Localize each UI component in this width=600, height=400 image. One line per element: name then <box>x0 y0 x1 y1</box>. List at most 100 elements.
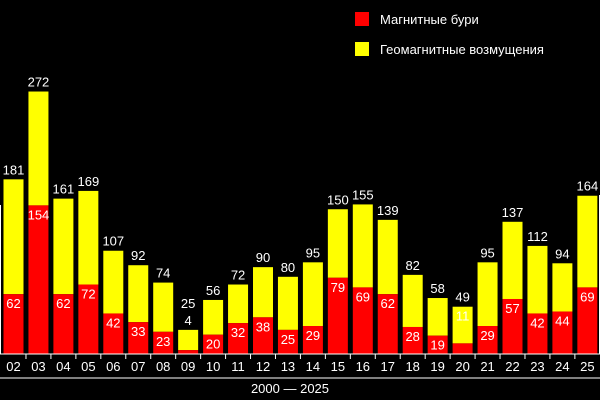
total-label-12: 90 <box>256 250 270 265</box>
bar-disturbances-16 <box>352 204 373 288</box>
bar-disturbances-06 <box>103 250 124 314</box>
bar-disturbances-13 <box>277 276 298 330</box>
x-tick-label-17: 17 <box>381 359 395 374</box>
total-label-06: 107 <box>102 234 124 249</box>
total-label-17: 139 <box>377 203 399 218</box>
bar-storms-22 <box>502 298 523 354</box>
x-tick-label-11: 11 <box>231 359 245 374</box>
x-tick-label-02: 02 <box>6 359 20 374</box>
legend-swatch-disturbances <box>355 42 369 56</box>
x-tick-label-20: 20 <box>455 359 469 374</box>
total-label-25: 164 <box>576 179 598 194</box>
bar-storms-19 <box>427 335 448 354</box>
bar-disturbances-04 <box>53 198 74 295</box>
bar-storms-24 <box>552 311 573 354</box>
storm-label-21: 29 <box>480 328 494 343</box>
total-label-07: 92 <box>131 248 145 263</box>
legend-label-disturbances: Геомагнитные возмущения <box>380 42 544 57</box>
total-label-19: 58 <box>430 281 444 296</box>
bar-storms-04 <box>53 294 74 354</box>
x-ticks: 02 03 04 05 06 07 08 09 10 11 12 13 14 15 16 17 18 19 20 21… <box>6 354 595 374</box>
x-axis-title: 2000 — 2025 <box>251 381 329 396</box>
bar-storms-12 <box>253 317 273 354</box>
x-tick-label-16: 16 <box>356 359 370 374</box>
x-tick-label-08: 08 <box>156 359 170 374</box>
x-tick-label-05: 05 <box>81 359 95 374</box>
bar-disturbances-08 <box>153 282 174 332</box>
bar-disturbances-12 <box>253 267 273 318</box>
total-label-04: 161 <box>53 182 75 197</box>
bar-storms-15 <box>327 277 348 354</box>
bar-storms-07 <box>128 322 149 354</box>
x-tick-label-22: 22 <box>505 359 519 374</box>
total-label-22: 137 <box>502 205 524 220</box>
total-label-09: 25 <box>181 296 195 311</box>
total-label-15: 150 <box>327 192 349 207</box>
bar-storms-05 <box>78 284 99 354</box>
storm-label-18: 28 <box>405 329 419 344</box>
storm-label-05: 72 <box>81 287 95 302</box>
total-label-24: 94 <box>555 246 569 261</box>
bar-disturbances-24 <box>552 263 573 312</box>
bar-disturbances-21 <box>477 262 498 327</box>
storm-label-20: 11 <box>456 309 470 324</box>
total-label-13: 80 <box>281 260 295 275</box>
total-label-03: 272 <box>28 75 50 90</box>
x-tick-label-14: 14 <box>306 359 320 374</box>
total-label-20: 49 <box>455 290 469 305</box>
x-tick-label-19: 19 <box>430 359 444 374</box>
total-label-05: 169 <box>77 174 99 189</box>
storm-label-14: 29 <box>306 328 320 343</box>
total-label-10: 56 <box>206 283 220 298</box>
total-label-02: 181 <box>3 162 25 177</box>
total-label-16: 155 <box>352 187 374 202</box>
storm-label-22: 57 <box>505 301 519 316</box>
storm-label-24: 44 <box>555 314 569 329</box>
legend-swatch-storms <box>355 12 369 26</box>
storm-label-17: 62 <box>381 296 395 311</box>
bar-storms-23 <box>527 313 548 354</box>
x-tick-label-23: 23 <box>530 359 544 374</box>
total-label-23: 112 <box>527 229 548 244</box>
bar-storms-09 <box>178 350 199 354</box>
bar-storms-06 <box>103 313 124 354</box>
storm-label-23: 42 <box>530 315 544 330</box>
storm-label-06: 42 <box>106 315 120 330</box>
bar-storms-11 <box>228 323 249 354</box>
bar-disturbances-22 <box>502 221 523 299</box>
x-tick-label-24: 24 <box>555 359 569 374</box>
storm-label-13: 25 <box>281 332 295 347</box>
bar-storms-14 <box>302 326 323 354</box>
storm-label-02: 62 <box>6 296 20 311</box>
storm-label-03: 154 <box>28 207 50 222</box>
bar-disturbances-23 <box>527 245 548 314</box>
x-tick-label-21: 21 <box>480 359 494 374</box>
bar-storms-25 <box>577 287 598 354</box>
storm-label-16: 69 <box>356 289 370 304</box>
bar-storms-16 <box>352 287 373 354</box>
storm-label-12: 38 <box>256 319 270 334</box>
bar-storms-18 <box>402 326 423 354</box>
bar-storms-21 <box>477 326 498 354</box>
legend: Магнитные бури Геомагнитные возмущения <box>355 12 544 57</box>
storm-label-25: 69 <box>580 289 594 304</box>
bar-storms-10 <box>203 334 224 354</box>
bar-disturbances-18 <box>402 274 423 327</box>
bar-disturbances-20 <box>452 306 473 344</box>
bar-storms-17 <box>377 294 398 354</box>
bar-storms-02 <box>3 294 24 354</box>
bars-layer <box>3 91 598 354</box>
x-tick-label-06: 06 <box>106 359 120 374</box>
bar-disturbances-11 <box>228 284 249 324</box>
total-label-21: 95 <box>480 245 494 260</box>
storm-label-07: 33 <box>131 324 145 339</box>
bar-disturbances-14 <box>302 262 323 327</box>
x-tick-label-13: 13 <box>281 359 295 374</box>
x-tick-label-07: 07 <box>131 359 145 374</box>
storm-label-15: 79 <box>331 280 345 295</box>
bar-disturbances-10 <box>203 299 224 335</box>
x-tick-label-10: 10 <box>206 359 220 374</box>
bar-storms-20 <box>452 343 473 354</box>
x-tick-label-25: 25 <box>580 359 594 374</box>
